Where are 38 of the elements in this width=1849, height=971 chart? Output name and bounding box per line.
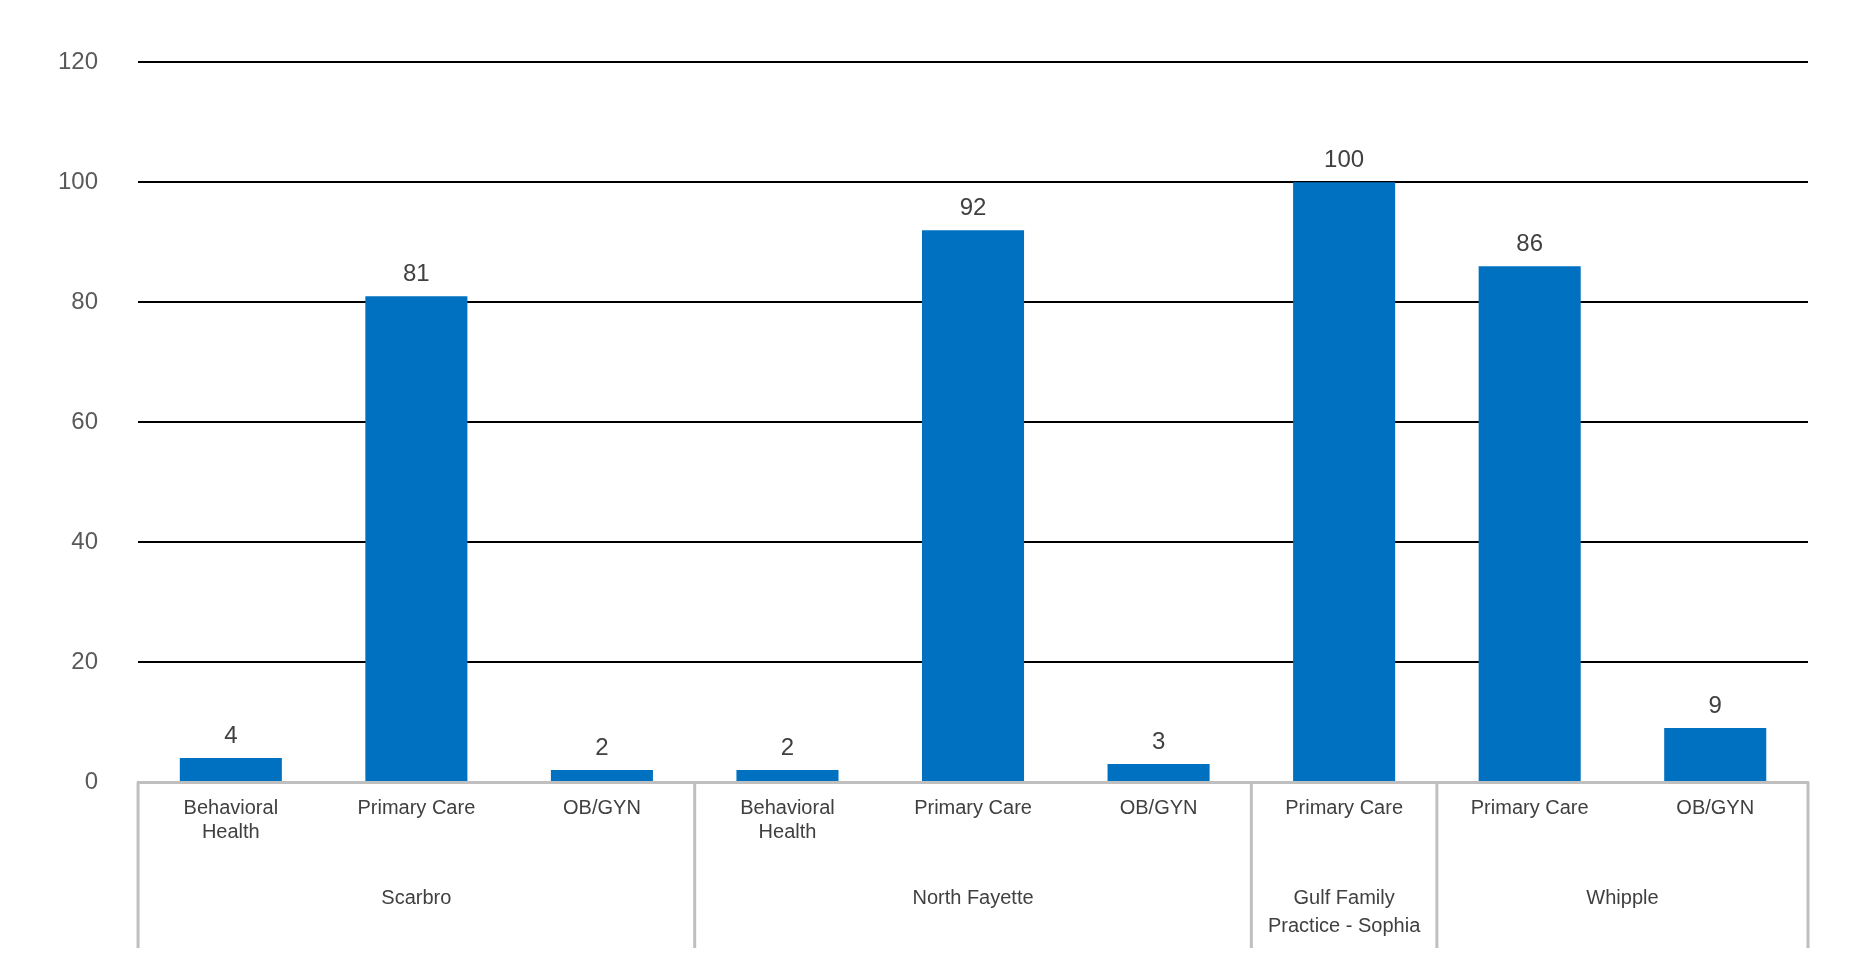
data-label: 100 <box>1324 144 1365 172</box>
data-label: 3 <box>1151 726 1166 754</box>
y-tick-label: 60 <box>71 406 99 434</box>
bar <box>179 758 282 781</box>
bar <box>550 770 653 781</box>
data-label: 4 <box>224 720 238 748</box>
data-label: 2 <box>780 732 795 760</box>
x-tick-label: OB/GYN <box>563 795 641 818</box>
text: North Fayette <box>912 885 1034 908</box>
y-tick-label: 0 <box>84 766 99 794</box>
y-tick-label: 40 <box>71 526 99 554</box>
bar <box>1107 764 1210 781</box>
text: Whipple <box>1586 885 1659 908</box>
y-tick-label: 20 <box>71 646 99 674</box>
x-tick-label: Primary Care <box>1470 795 1589 818</box>
y-tick-label: 120 <box>58 47 99 75</box>
text: Gulf Family Practice - Sophia <box>1267 885 1422 936</box>
x-tick-label: Behavioral Health <box>740 795 835 842</box>
bar <box>365 296 468 781</box>
x-tick-label: Primary Care <box>1285 795 1404 818</box>
bar <box>736 770 839 781</box>
bar <box>1478 266 1581 781</box>
x-tick-label: Behavioral Health <box>183 795 279 842</box>
data-label: 86 <box>1516 228 1544 256</box>
y-tick-label: 100 <box>58 166 99 194</box>
x-tick-label: Primary Care <box>357 795 476 818</box>
data-label: 2 <box>595 732 609 760</box>
bar <box>922 230 1025 781</box>
y-tick-label: 80 <box>71 286 99 314</box>
data-label: 9 <box>1708 690 1722 718</box>
text: Scarbro <box>381 885 452 908</box>
x-tick-label: OB/GYN <box>1676 795 1755 818</box>
data-label: 92 <box>959 192 987 220</box>
data-label: 81 <box>403 258 430 286</box>
x-tick-label: Primary Care <box>914 795 1032 818</box>
bar <box>1293 182 1396 781</box>
bar <box>1664 728 1767 781</box>
x-tick-label: OB/GYN <box>1119 795 1198 818</box>
